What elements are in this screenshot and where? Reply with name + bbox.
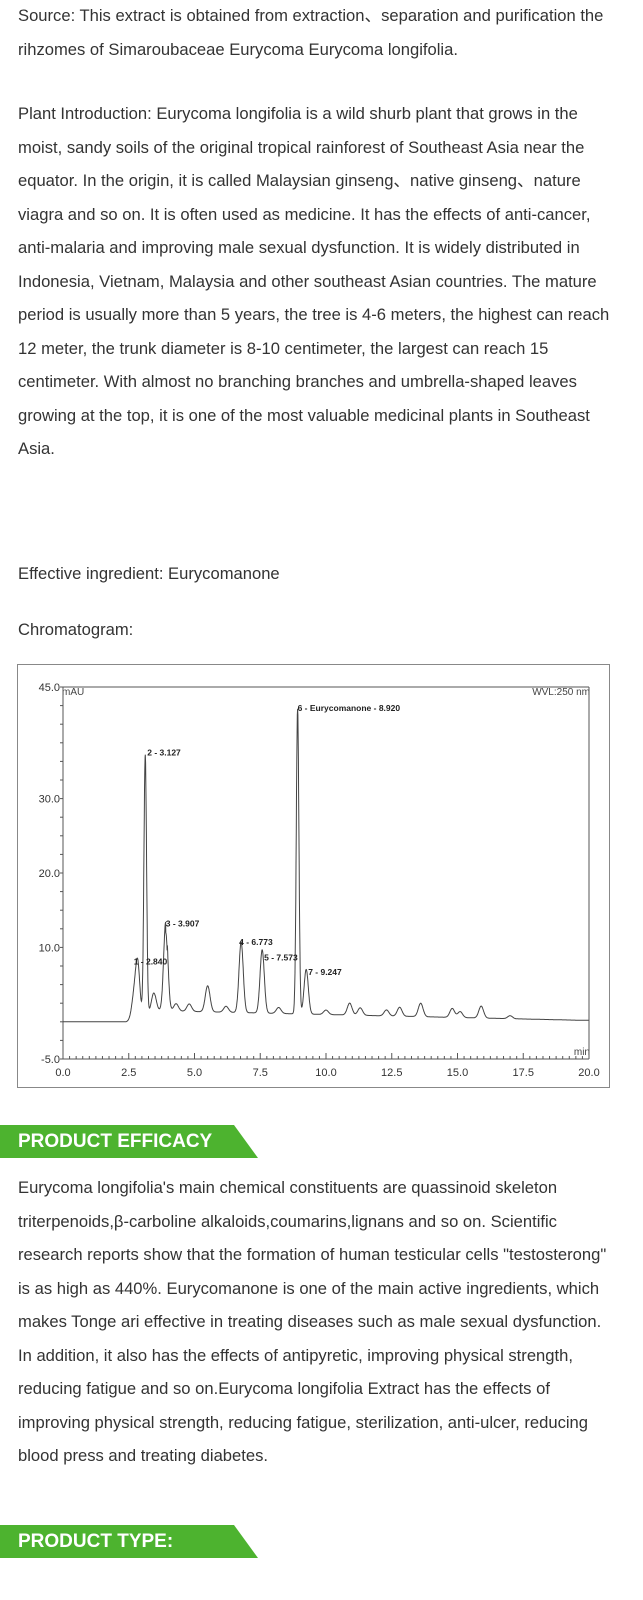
product-efficacy-banner: PRODUCT EFFICACY: [0, 1125, 258, 1158]
peak-label: 6 - Eurycomanone - 8.920: [298, 703, 401, 713]
wavelength-annotation: WVL:250 nm: [532, 687, 590, 698]
x-tick-label: 12.5: [381, 1067, 402, 1079]
peak-label: 7 - 9.247: [308, 967, 342, 977]
x-tick-label: 20.0: [578, 1067, 599, 1079]
chromatogram-label: Chromatogram:: [18, 620, 134, 639]
y-tick-label: -5.0: [41, 1054, 60, 1066]
effective-ingredient: Effective ingredient: Eurycomanone: [18, 564, 280, 583]
peak-label: 2 - 3.127: [147, 747, 181, 757]
x-tick-label: 0.0: [55, 1067, 70, 1079]
chromatogram-trace: [63, 708, 589, 1023]
y-tick-label: 30.0: [39, 794, 60, 806]
x-axis-label: min: [574, 1047, 590, 1058]
x-tick-label: 5.0: [187, 1067, 202, 1079]
x-tick-label: 2.5: [121, 1067, 136, 1079]
peak-label: 1 - 2.840: [134, 957, 168, 967]
efficacy-text: Eurycoma longifolia's main chemical cons…: [18, 1178, 607, 1465]
peak-label: 4 - 6.773: [239, 937, 273, 947]
chromatogram-chart: mAU min WVL:250 nm 0.0 2.5 5.0 7.5 10.0 12.5 1…: [17, 664, 610, 1088]
y-tick-label: 10.0: [39, 942, 60, 954]
x-tick-label: 17.5: [513, 1067, 534, 1079]
product-type-banner: PRODUCT TYPE:: [0, 1525, 258, 1558]
y-tick-label: 45.0: [39, 682, 60, 694]
peak-label: 3 - 3.907: [166, 919, 200, 929]
source-text: Source: This extract is obtained from ex…: [18, 6, 604, 59]
x-tick-label: 10.0: [315, 1067, 336, 1079]
x-tick-label: 15.0: [447, 1067, 468, 1079]
x-tick-label: 7.5: [253, 1067, 268, 1079]
peak-label: 5 - 7.573: [264, 953, 298, 963]
y-tick-label: 20.0: [39, 868, 60, 880]
y-axis-label: mAU: [62, 687, 84, 698]
plant-introduction: Plant Introduction: Eurycoma longifolia …: [18, 104, 610, 458]
chromatogram-svg: mAU min WVL:250 nm 0.0 2.5 5.0 7.5 10.0 12.5 1…: [39, 682, 600, 1079]
